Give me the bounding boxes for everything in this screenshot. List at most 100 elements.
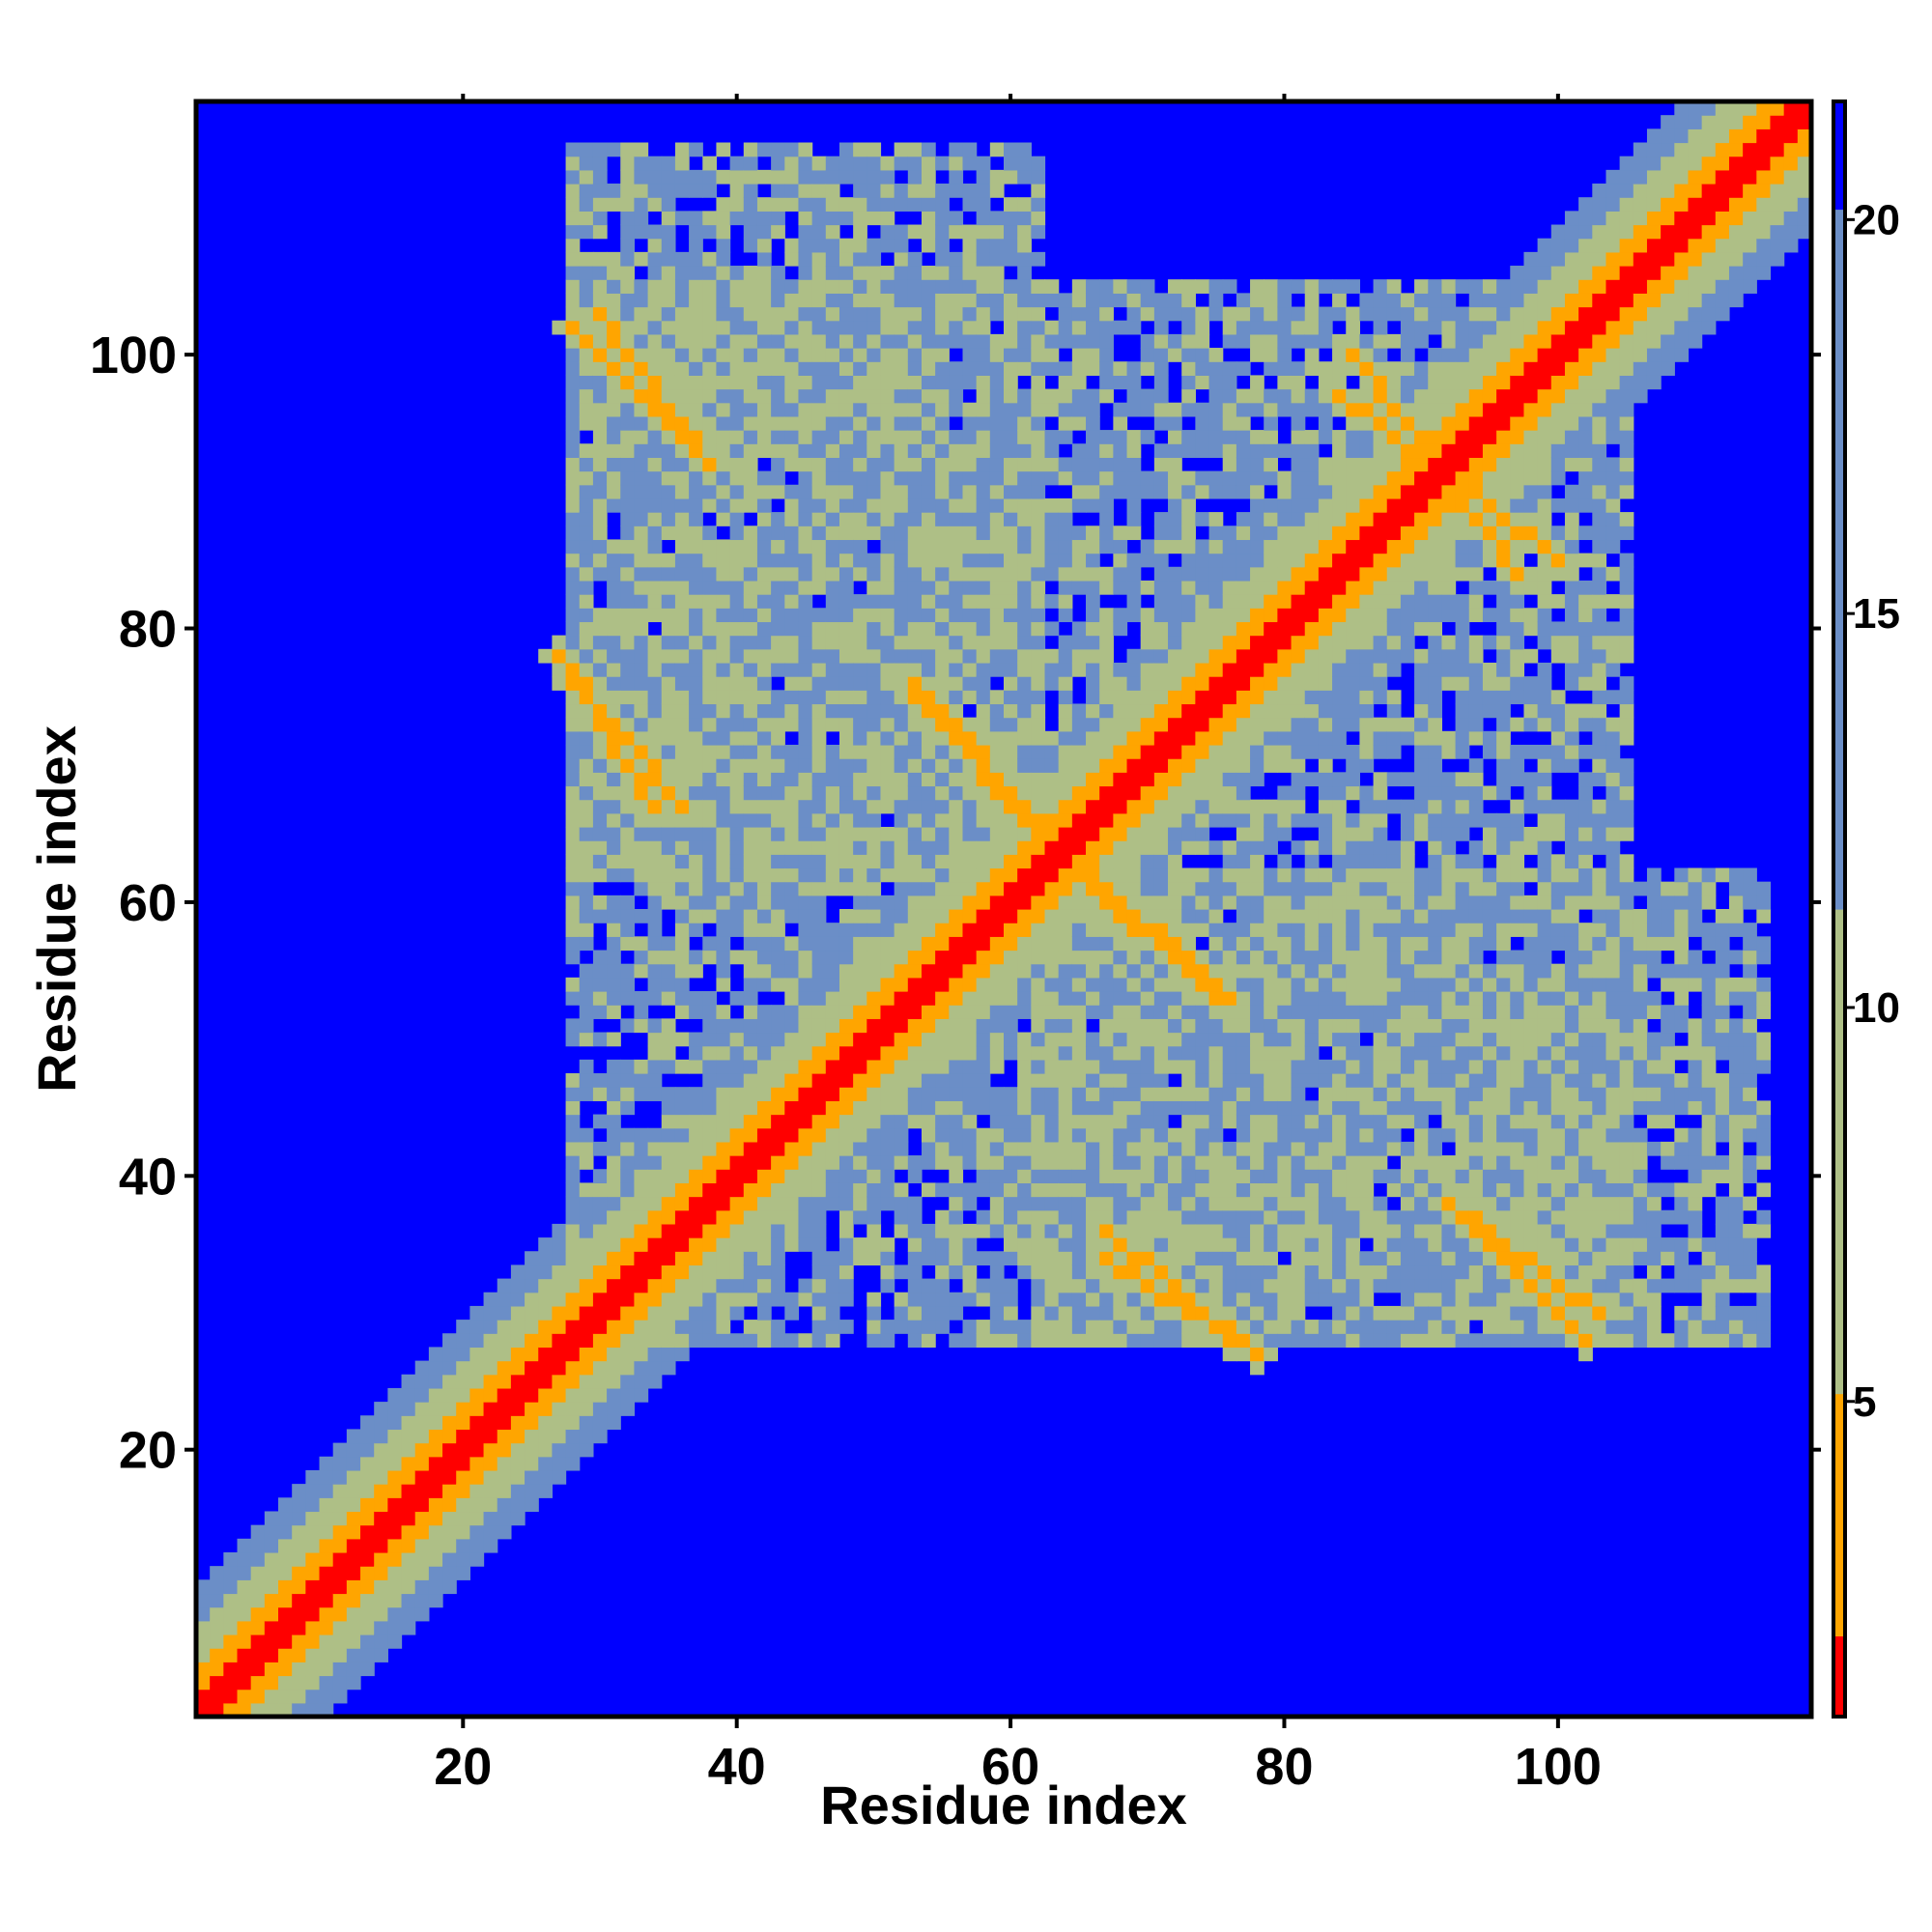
heatmap-cell [867, 1059, 882, 1074]
heatmap-cell [647, 785, 663, 801]
heatmap-cell [921, 402, 936, 417]
heatmap-cell [1071, 1141, 1087, 1156]
heatmap-cell [1004, 676, 1018, 691]
heatmap-cell [1140, 1114, 1155, 1129]
heatmap-cell [1017, 648, 1032, 664]
heatmap-cell [811, 785, 827, 801]
heatmap-cell [811, 566, 827, 582]
heatmap-cell [853, 348, 867, 362]
heatmap-cell [1181, 785, 1196, 801]
heatmap-cell [811, 348, 827, 362]
heatmap-cell [579, 812, 594, 828]
heatmap-cell [935, 348, 950, 362]
heatmap-cell [374, 1566, 388, 1580]
heatmap-cell [1086, 1182, 1100, 1198]
heatmap-cell [1277, 909, 1293, 923]
heatmap-cell [689, 402, 703, 417]
heatmap-cell [1318, 909, 1333, 923]
heatmap-cell [784, 1032, 800, 1047]
heatmap-cell [674, 388, 690, 404]
heatmap-cell [907, 1237, 923, 1252]
heatmap-cell [1071, 635, 1087, 650]
heatmap-cell [702, 306, 718, 322]
heatmap-cell [949, 402, 964, 417]
heatmap-cell [565, 251, 581, 267]
heatmap-cell [702, 388, 718, 404]
heatmap-cell [1099, 1087, 1114, 1101]
heatmap-cell [880, 348, 895, 362]
heatmap-cell [784, 717, 800, 732]
heatmap-cell [620, 279, 636, 294]
heatmap-cell [565, 238, 581, 253]
heatmap-cell [1222, 539, 1237, 554]
heatmap-cell [1140, 744, 1155, 759]
heatmap-cell [1277, 826, 1293, 841]
heatmap-cell [620, 1018, 636, 1034]
heatmap-cell [880, 1018, 895, 1034]
heatmap-cell [1140, 621, 1155, 637]
heatmap-cell [729, 662, 745, 677]
heatmap-cell [716, 142, 731, 157]
heatmap-cell [1304, 1169, 1320, 1183]
heatmap-cell [867, 1251, 882, 1266]
heatmap-cell [894, 320, 909, 335]
heatmap-cell [1153, 1305, 1169, 1321]
heatmap-cell [1126, 1005, 1142, 1019]
heatmap-cell [647, 676, 663, 691]
heatmap-cell [907, 799, 923, 814]
heatmap-cell [1168, 1305, 1182, 1321]
heatmap-cell [771, 211, 785, 226]
heatmap-cell [962, 1100, 978, 1116]
heatmap-cell [250, 1689, 266, 1704]
heatmap-cell [1058, 388, 1073, 404]
heatmap-cell [825, 457, 840, 472]
heatmap-cell [1236, 470, 1251, 486]
heatmap-cell [607, 703, 621, 719]
heatmap-cell [1113, 936, 1128, 952]
heatmap-cell [1004, 415, 1018, 431]
heatmap-cell [771, 950, 785, 965]
heatmap-cell [962, 430, 978, 444]
heatmap-cell [935, 306, 950, 322]
heatmap-cell [894, 621, 909, 637]
heatmap-cell [1181, 635, 1196, 650]
heatmap-cell [1250, 1114, 1264, 1129]
heatmap-cell [592, 512, 608, 526]
heatmap-cell [729, 1264, 745, 1280]
heatmap-cell [811, 375, 827, 390]
heatmap-cell [1277, 963, 1293, 979]
heatmap-cell [414, 1606, 430, 1622]
heatmap-cell [607, 690, 621, 705]
heatmap-cell [1264, 744, 1278, 759]
heatmap-cell [935, 566, 950, 582]
heatmap-cell [976, 1169, 991, 1183]
heatmap-cell [607, 470, 621, 486]
heatmap-cell [976, 484, 991, 499]
heatmap-cell [880, 936, 895, 952]
heatmap-cell [607, 553, 621, 568]
heatmap-cell [1071, 402, 1087, 417]
heatmap-cell [607, 184, 621, 198]
heatmap-cell [811, 963, 827, 979]
heatmap-cell [894, 553, 909, 568]
heatmap-cell [1113, 758, 1128, 773]
heatmap-cell [811, 1278, 827, 1293]
heatmap-cell [921, 1073, 936, 1088]
heatmap-cell [592, 526, 608, 541]
heatmap-cell [1277, 1320, 1293, 1334]
heatmap-cell [1291, 430, 1306, 444]
heatmap-cell [579, 909, 594, 923]
heatmap-cell [1126, 676, 1142, 691]
heatmap-cell [716, 963, 731, 979]
heatmap-cell [894, 1005, 909, 1019]
heatmap-cell [784, 415, 800, 431]
heatmap-cell [811, 703, 827, 719]
heatmap-cell [729, 881, 745, 896]
heatmap-cell [716, 895, 731, 910]
heatmap-cell [1017, 936, 1032, 952]
heatmap-cell [223, 1566, 239, 1580]
heatmap-cell [1004, 1251, 1018, 1266]
heatmap-cell [894, 1155, 909, 1170]
heatmap-cell [579, 388, 594, 404]
heatmap-cell [1126, 443, 1142, 459]
